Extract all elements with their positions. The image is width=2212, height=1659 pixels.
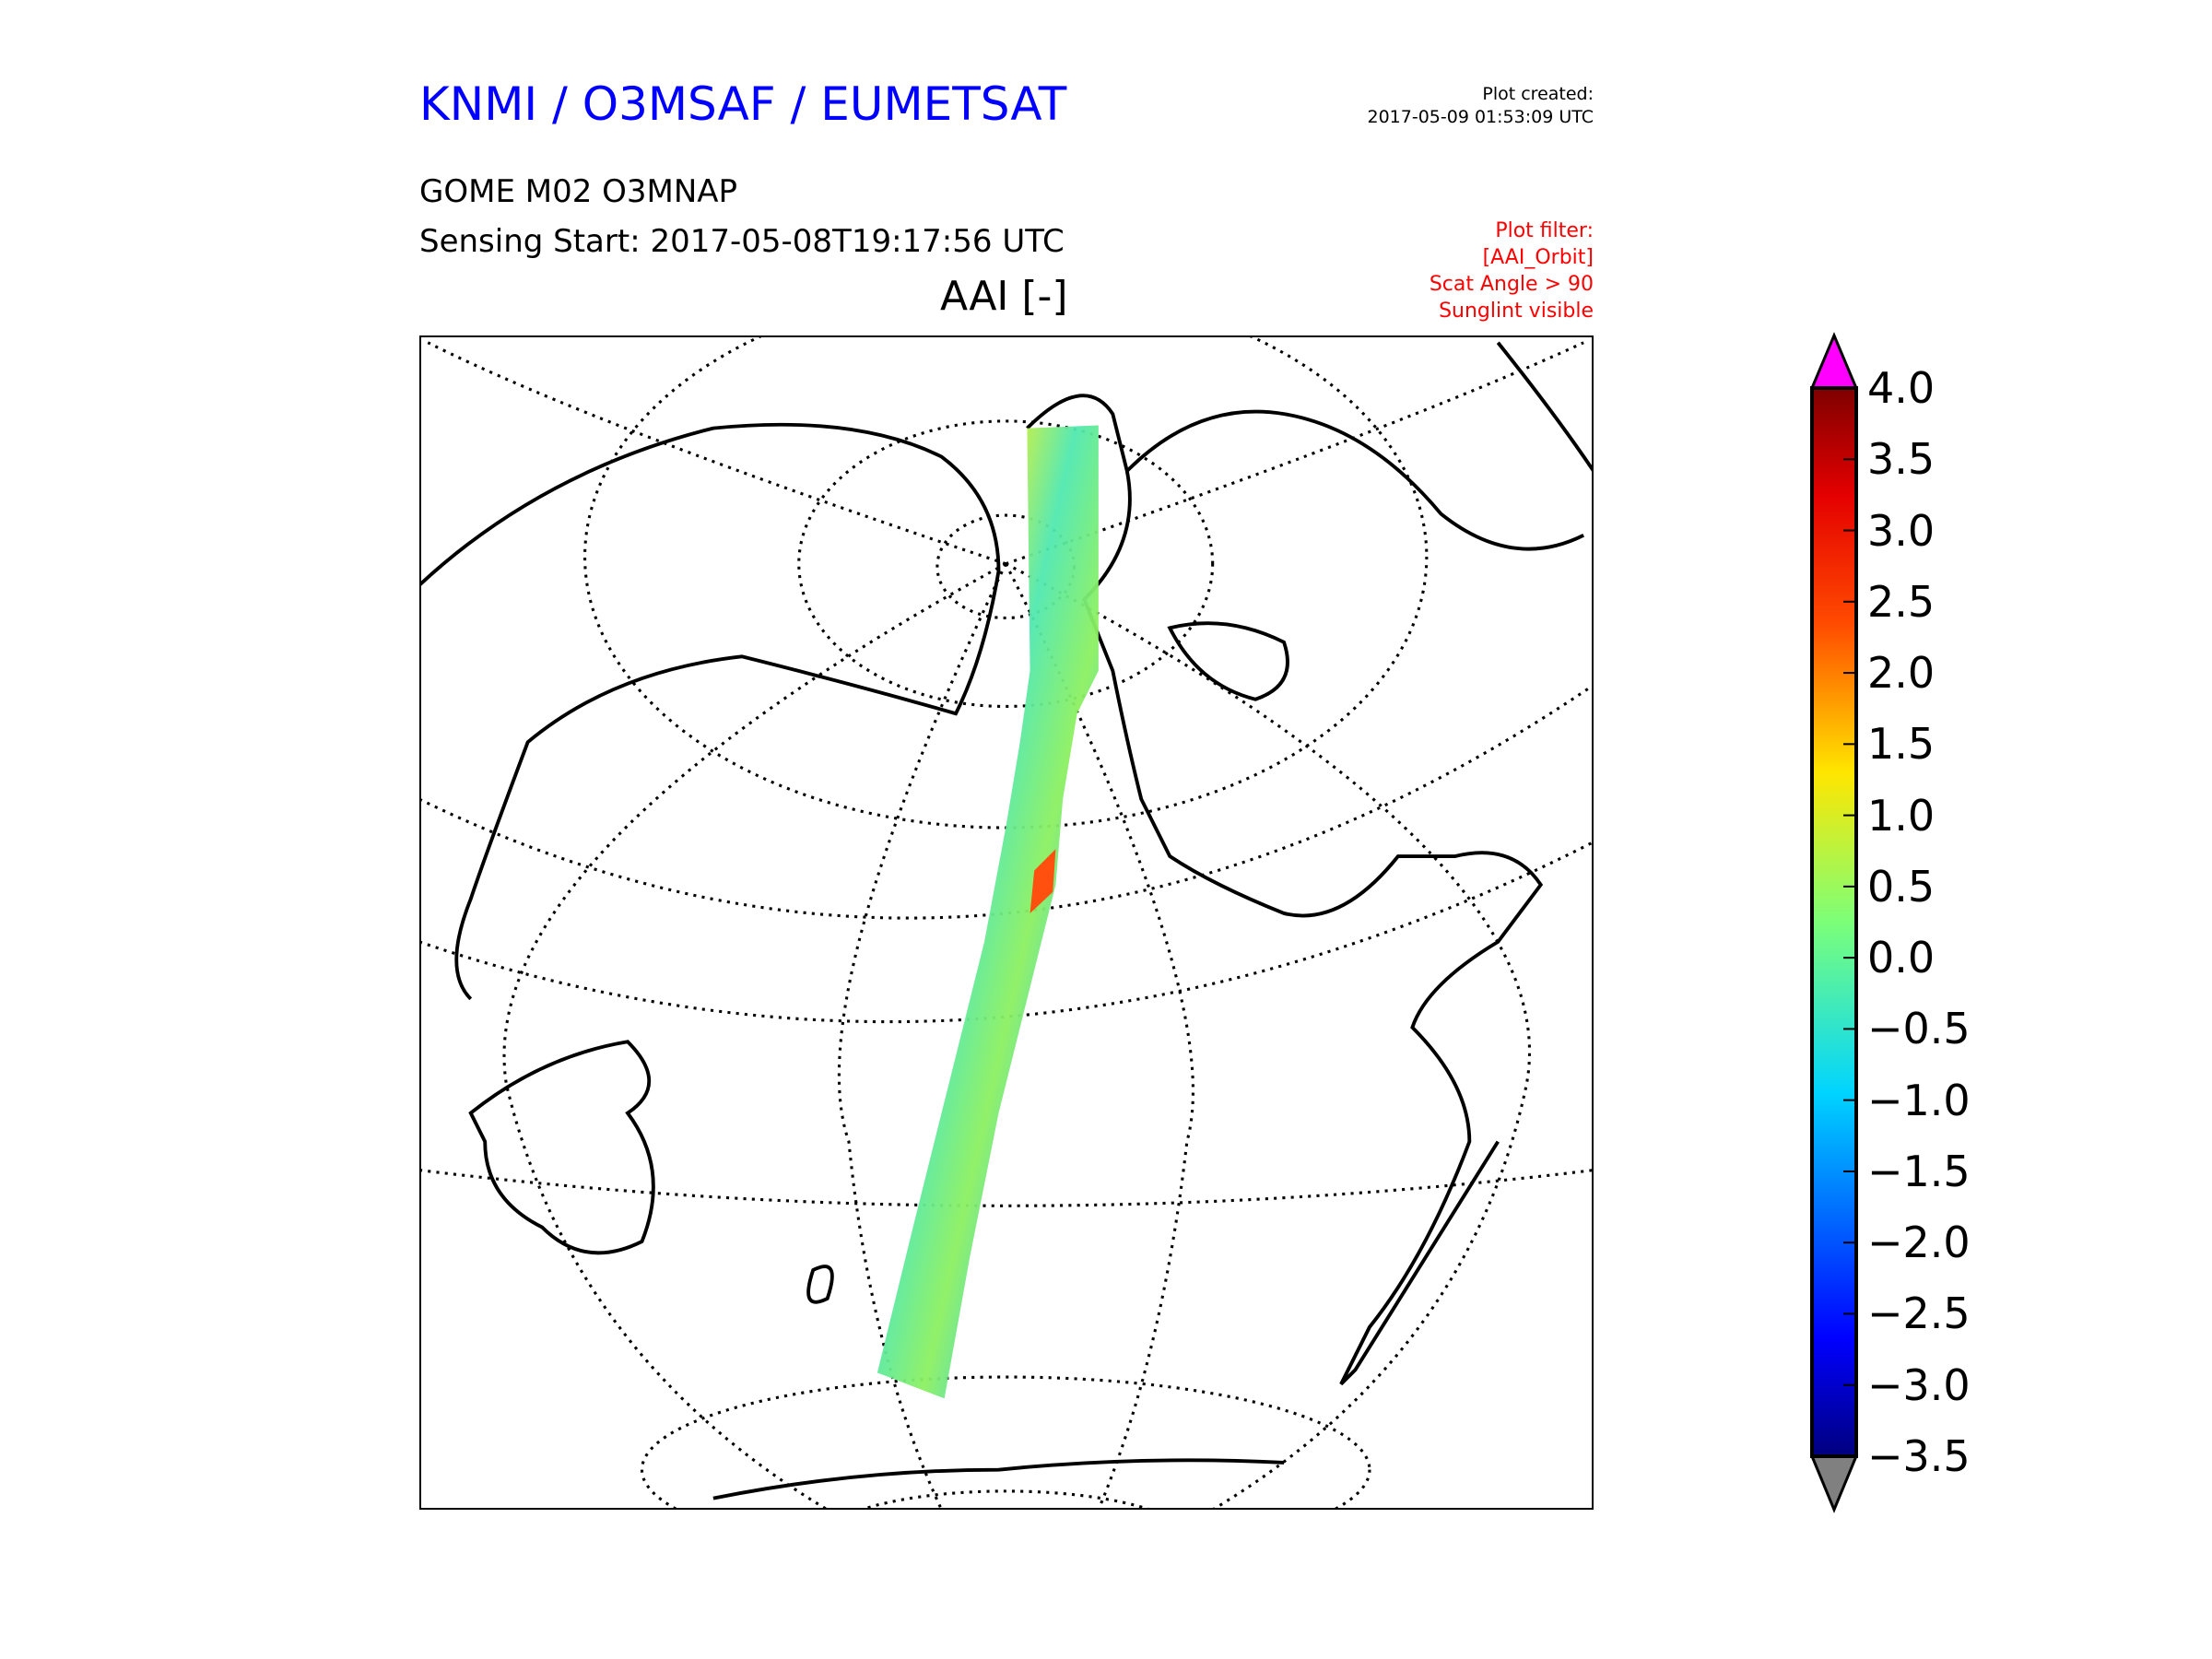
graticule [419, 335, 1594, 1510]
plot-created-label: Plot created: [1482, 84, 1594, 104]
product-name: GOME M02 O3MNAP [419, 173, 738, 210]
colorbar-tick-label: 2.5 [1867, 576, 1936, 627]
plot-created: Plot created: 2017-05-09 01:53:09 UTC [1368, 83, 1594, 129]
filter-line: Sunglint visible [1439, 300, 1594, 323]
colorbar-tick-label: −3.0 [1867, 1359, 1971, 1410]
filter-line: [AAI_Orbit] [1482, 246, 1594, 269]
colorbar-tick-label: 1.0 [1867, 790, 1936, 841]
data-swath [877, 425, 1099, 1399]
colorbar-tick-label: 3.5 [1867, 434, 1936, 485]
colorbar-under-triangle [1809, 1454, 1859, 1513]
plot-title: KNMI / O3MSAF / EUMETSAT [419, 77, 1067, 131]
colorbar-tick-label: 1.5 [1867, 719, 1936, 770]
filter-line: Scat Angle > 90 [1429, 273, 1594, 296]
filter-line: Plot filter: [1495, 219, 1594, 242]
colorbar-tick-label: −2.0 [1867, 1218, 1971, 1268]
colorbar [1809, 332, 1859, 1513]
colorbar-tick-label: 3.0 [1867, 505, 1936, 556]
variable-title: AAI [-] [940, 273, 1068, 320]
colorbar-tick-label: 0.0 [1867, 933, 1936, 983]
colorbar-tick-label: 0.5 [1867, 861, 1936, 912]
coastlines [419, 341, 1594, 1500]
sensing-start: Sensing Start: 2017-05-08T19:17:56 UTC [419, 223, 1065, 260]
plot-filter: Plot filter: [AAI_Orbit] Scat Angle > 90… [1430, 218, 1594, 324]
colorbar-tick-label: 2.0 [1867, 648, 1936, 699]
colorbar-tick-label: 4.0 [1867, 363, 1936, 413]
colorbar-over-triangle [1809, 332, 1859, 390]
colorbar-tick-label: −2.5 [1867, 1288, 1971, 1339]
colorbar-tick-label: −1.0 [1867, 1075, 1971, 1125]
colorbar-tick-label: −1.5 [1867, 1146, 1971, 1196]
colorbar-tick-label: −3.5 [1867, 1431, 1971, 1481]
plot-created-value: 2017-05-09 01:53:09 UTC [1367, 107, 1594, 127]
colorbar-tick-label: −0.5 [1867, 1004, 1971, 1054]
map-plot [419, 335, 1594, 1510]
